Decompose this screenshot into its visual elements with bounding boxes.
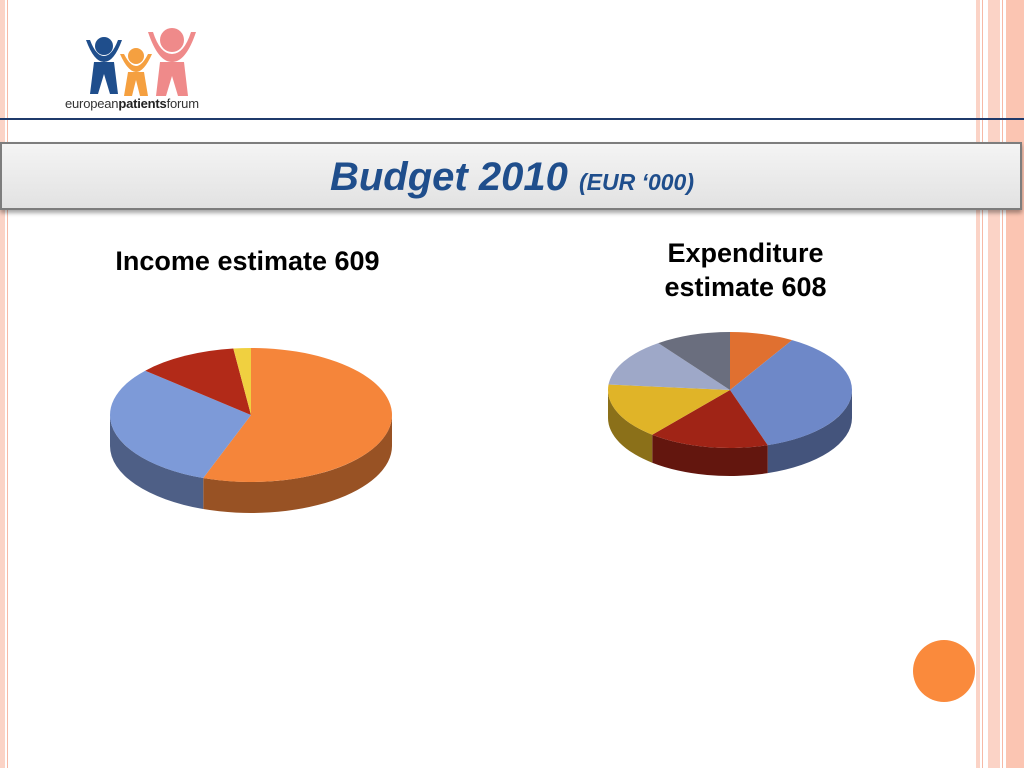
slide-title-unit: (EUR ‘000) <box>578 169 695 195</box>
expenditure-slice-2 <box>652 390 768 448</box>
decorative-orange-dot <box>913 640 975 702</box>
expenditure-slice-0 <box>730 332 793 390</box>
income-slice-1 <box>110 370 251 479</box>
expenditure-slice-4 <box>608 343 730 390</box>
expenditure-slice-side-3 <box>608 390 653 463</box>
expenditure-chart-title: Expenditure estimate 608 <box>664 238 827 302</box>
left-decor-line <box>7 0 8 768</box>
logo-wordmark: europeanpatientsforum <box>65 96 199 111</box>
european-patients-forum-logo <box>86 28 196 96</box>
income-slice-side-0 <box>203 415 392 513</box>
income-slice-3 <box>233 348 251 415</box>
income-slice-2 <box>145 348 251 415</box>
expenditure-slice-side-1 <box>767 390 852 474</box>
left-decor-band <box>0 0 5 768</box>
expenditure-slice-1 <box>730 340 852 446</box>
expenditure-slice-5 <box>658 332 730 390</box>
title-band <box>0 142 1022 210</box>
slide-title: Budget 2010 (EUR ‘000) <box>329 155 695 199</box>
income-slice-side-1 <box>110 415 204 510</box>
expenditure-slice-3 <box>607 384 730 435</box>
income-slice-0 <box>203 348 393 482</box>
expenditure-slice-side-2 <box>652 434 768 476</box>
income-chart-title: Income estimate 609 <box>115 246 380 276</box>
header-rule <box>0 118 1024 120</box>
